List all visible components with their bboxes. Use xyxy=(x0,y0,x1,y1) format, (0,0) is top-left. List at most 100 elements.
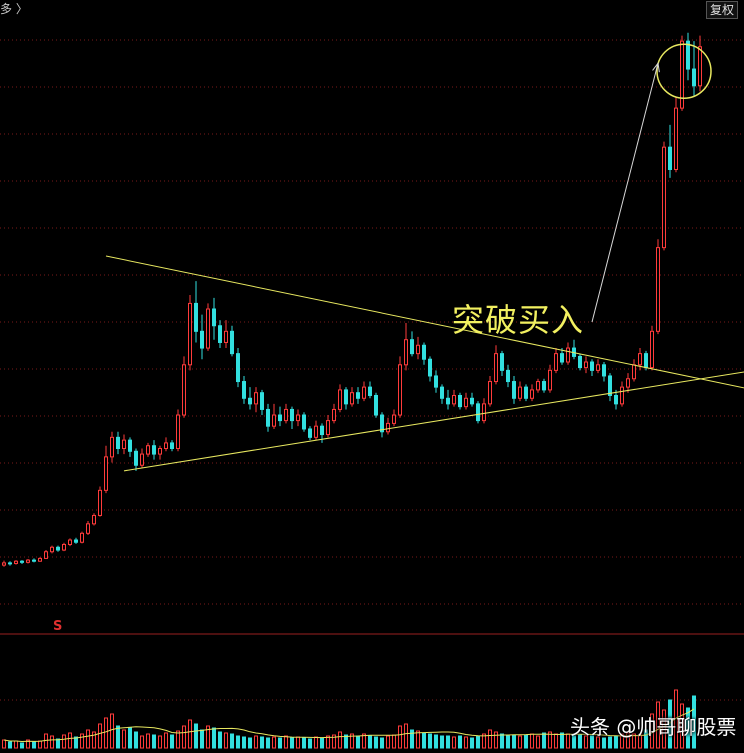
volume-bar xyxy=(20,742,24,749)
volume-bar xyxy=(86,729,90,749)
volume-bar xyxy=(212,727,216,749)
candle-body xyxy=(44,551,48,559)
candle-body xyxy=(104,456,108,491)
volume-bar xyxy=(374,736,378,749)
candle-body xyxy=(326,420,330,436)
watermark: 头条 @帅哥聊股票 xyxy=(570,715,737,739)
candle-body xyxy=(428,358,432,377)
period-selector[interactable]: 多 〉 xyxy=(0,2,28,16)
signal-marker: S xyxy=(53,619,63,634)
candle-body xyxy=(320,425,324,436)
candle-body xyxy=(56,546,60,551)
candle-body xyxy=(236,353,240,383)
volume-bar xyxy=(410,729,414,749)
volume-bar xyxy=(200,729,204,749)
volume-bar xyxy=(230,733,234,749)
candle-body xyxy=(314,425,318,438)
volume-bar xyxy=(98,723,102,749)
candle-body xyxy=(68,539,72,545)
volume-bar xyxy=(362,733,366,749)
candle-body xyxy=(404,339,408,366)
volume-bar xyxy=(8,741,12,749)
candle-body xyxy=(488,381,492,405)
candle-body xyxy=(638,353,642,366)
volume-bar xyxy=(128,727,132,749)
volume-bar xyxy=(32,741,36,749)
volume-bar xyxy=(278,737,282,749)
candle-body xyxy=(512,381,516,399)
candle-body xyxy=(422,344,426,360)
candle-body xyxy=(278,414,282,422)
candle-body xyxy=(644,353,648,369)
candle-body xyxy=(62,543,66,551)
volume-bar xyxy=(584,735,588,749)
volume-bar xyxy=(50,735,54,749)
volume-bar xyxy=(110,713,114,749)
candle-body xyxy=(368,386,372,396)
candle-body xyxy=(476,403,480,422)
volume-bar xyxy=(116,725,120,749)
candle-body xyxy=(524,386,528,399)
candle-body xyxy=(152,445,156,455)
candle-body xyxy=(566,347,570,363)
volume-bar xyxy=(416,730,420,749)
volume-bar xyxy=(140,735,144,749)
volume-bar xyxy=(464,736,468,749)
volume-bar xyxy=(302,737,306,749)
volume-bars xyxy=(2,689,696,749)
candle-body xyxy=(380,414,384,433)
candle-body xyxy=(542,381,546,391)
volume-bar xyxy=(686,707,690,749)
candle-body xyxy=(158,448,162,455)
candle-body xyxy=(242,381,246,399)
volume-bar xyxy=(422,732,426,749)
volume-bar xyxy=(524,734,528,749)
volume-bar xyxy=(632,733,636,749)
candle-body xyxy=(266,408,270,427)
candle-body xyxy=(248,397,252,405)
candle-body xyxy=(20,560,24,563)
volume-bar xyxy=(266,737,270,749)
volume-bar xyxy=(26,739,30,749)
candle-body xyxy=(332,408,336,422)
volume-bar xyxy=(164,732,168,749)
candle-body xyxy=(440,386,444,399)
volume-bar xyxy=(2,739,6,749)
trendline-lower xyxy=(123,371,744,472)
candle-body xyxy=(506,369,510,383)
candle-body xyxy=(164,442,168,450)
volume-bar xyxy=(344,734,348,749)
volume-bar xyxy=(482,733,486,749)
candle-body xyxy=(398,364,402,416)
volume-bar xyxy=(428,733,432,749)
candle-body xyxy=(698,46,702,87)
candle-body xyxy=(632,364,636,380)
volume-bar xyxy=(242,736,246,749)
candle-body xyxy=(38,557,42,562)
candle-body xyxy=(98,489,102,516)
candle-body xyxy=(74,539,78,543)
volume-bar xyxy=(380,737,384,749)
candle-body xyxy=(500,353,504,371)
volume-bar xyxy=(494,731,498,749)
candle-body xyxy=(356,392,360,399)
volume-bar xyxy=(326,735,330,749)
volume-bar xyxy=(434,734,438,749)
candle-body xyxy=(464,397,468,408)
volume-bar xyxy=(620,733,624,749)
candle-body xyxy=(194,302,198,332)
candle-body xyxy=(14,560,18,564)
adjust-price-button[interactable]: 复权 xyxy=(705,1,738,19)
volume-bar xyxy=(350,733,354,749)
candle-body xyxy=(272,414,276,427)
volume-bar xyxy=(356,735,360,749)
volume-bar xyxy=(206,725,210,749)
volume-bar xyxy=(626,732,630,749)
volume-bar xyxy=(224,732,228,749)
candle-body xyxy=(8,562,12,565)
volume-bar xyxy=(518,735,522,749)
volume-bar xyxy=(14,740,18,749)
candle-body xyxy=(344,389,348,405)
volume-bar xyxy=(56,738,60,749)
